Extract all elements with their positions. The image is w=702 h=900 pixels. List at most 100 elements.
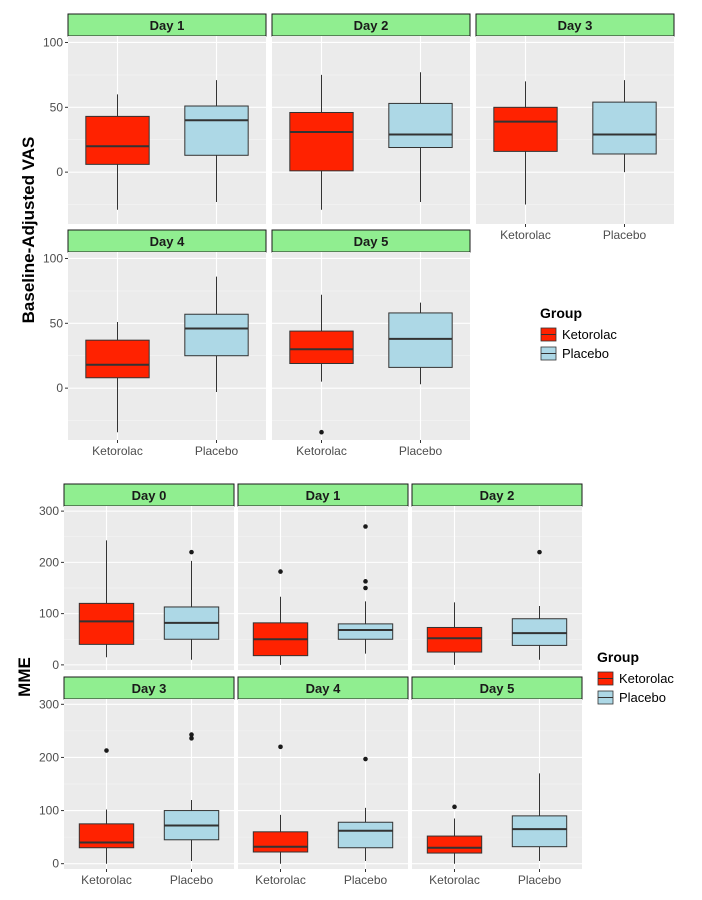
box-ketorolac [493, 81, 558, 205]
box-iqr [184, 313, 249, 357]
outlier-point [363, 579, 368, 584]
outlier-point [278, 744, 283, 750]
facet-strip-label: Day 0 [132, 488, 167, 503]
facet-day-4: Day 4 0 50 100 Ketorolac Placebo [43, 229, 267, 458]
box-iqr [511, 618, 568, 646]
box-placebo [337, 524, 394, 654]
y-tick-label: 50 [50, 316, 64, 330]
outlier-point [363, 756, 368, 762]
y-tick-label: 0 [52, 857, 59, 871]
box-ketorolac [85, 94, 150, 210]
box-ketorolac [78, 748, 135, 864]
y-tick-label: 0 [52, 658, 59, 672]
box-iqr [252, 831, 309, 853]
box-iqr [592, 101, 657, 155]
box-iqr [78, 602, 135, 645]
facet-day-5: Day 5 Ketorolac Placebo [271, 229, 471, 458]
facet-strip-label: Day 2 [354, 18, 389, 33]
y-tick-label: 50 [50, 100, 64, 114]
facet-day-3: Day 3 0 100 200 300 Ketorolac Placebo [39, 676, 235, 887]
box-placebo [592, 80, 657, 173]
facet-day-0: Day 0 0 100 200 300 [39, 483, 235, 672]
box-placebo [337, 756, 394, 862]
y-tick-label: 100 [43, 35, 63, 49]
outlier-point [452, 804, 457, 810]
box-iqr [493, 106, 558, 152]
legend: Group Ketorolac Placebo [540, 305, 617, 361]
y-tick-label: 200 [39, 555, 59, 569]
x-tick-label: Placebo [518, 873, 562, 887]
box-iqr [78, 823, 135, 849]
y-tick-label: 100 [39, 804, 59, 818]
facet-day-3: Day 3 Ketorolac Placebo [475, 13, 675, 242]
box-iqr [289, 330, 354, 365]
facet-strip-label: Day 4 [150, 234, 185, 249]
box-ketorolac [289, 74, 354, 210]
x-tick-label: Ketorolac [500, 228, 551, 242]
outlier-point [189, 736, 194, 741]
x-tick-label: Placebo [195, 444, 239, 458]
x-tick-label: Placebo [603, 228, 647, 242]
y-tick-label: 0 [56, 165, 63, 179]
outlier-point [363, 585, 368, 591]
x-tick-label: Ketorolac [429, 873, 480, 887]
box-ketorolac [426, 602, 483, 665]
box-iqr [426, 835, 483, 854]
facet-day-2: Day 2 [411, 483, 583, 670]
y-axis-title: MME [15, 657, 34, 697]
box-ketorolac [252, 569, 309, 665]
facet-strip-label: Day 4 [306, 681, 341, 696]
legend-title: Group [540, 305, 582, 321]
facet-strip-label: Day 1 [306, 488, 341, 503]
x-tick-label: Ketorolac [92, 444, 143, 458]
box-iqr [289, 111, 354, 172]
box-ketorolac [78, 540, 135, 658]
outlier-point [104, 748, 109, 753]
y-axis-title: Baseline-Adjusted VAS [19, 137, 38, 324]
x-tick-label: Placebo [170, 873, 214, 887]
box-iqr [184, 105, 249, 156]
outlier-point [278, 569, 283, 574]
box-placebo [388, 72, 453, 202]
facet-day-1: Day 1 0 50 100 [43, 13, 267, 224]
box-placebo [163, 549, 220, 660]
y-tick-label: 200 [39, 750, 59, 764]
box-iqr [85, 115, 150, 165]
x-tick-label: Ketorolac [296, 444, 347, 458]
y-tick-label: 100 [39, 607, 59, 621]
box-ketorolac [426, 804, 483, 864]
chart-2: Day 0 0 100 200 300 Day 1 Day 2 Day 3 0 100 200 300… [15, 483, 674, 887]
facet-strip-label: Day 2 [480, 488, 515, 503]
box-iqr [85, 339, 150, 379]
facet-day-2: Day 2 [271, 13, 471, 224]
legend-label-placebo: Placebo [562, 346, 609, 361]
box-iqr [388, 312, 453, 368]
legend-title: Group [597, 649, 639, 665]
outlier-point [363, 524, 368, 529]
outlier-point [537, 549, 542, 555]
facet-strip-label: Day 3 [558, 18, 593, 33]
box-iqr [388, 102, 453, 149]
x-tick-label: Ketorolac [255, 873, 306, 887]
box-ketorolac [85, 322, 150, 433]
box-placebo [511, 773, 568, 862]
box-placebo [388, 302, 453, 385]
facet-strip-label: Day 5 [480, 681, 515, 696]
y-tick-label: 300 [39, 697, 59, 711]
facet-day-4: Day 4 Ketorolac Placebo [237, 676, 409, 887]
box-iqr [426, 626, 483, 653]
box-placebo [511, 549, 568, 660]
y-tick-label: 100 [43, 251, 63, 265]
legend-label-placebo: Placebo [619, 690, 666, 705]
box-iqr [337, 821, 394, 849]
box-ketorolac [252, 744, 309, 864]
x-tick-label: Placebo [399, 444, 443, 458]
facet-day-5: Day 5 Ketorolac Placebo [411, 676, 583, 887]
facet-strip-label: Day 3 [132, 681, 167, 696]
x-tick-label: Placebo [344, 873, 388, 887]
legend: Group Ketorolac Placebo [597, 649, 674, 705]
outlier-point [189, 732, 194, 737]
y-tick-label: 0 [56, 381, 63, 395]
